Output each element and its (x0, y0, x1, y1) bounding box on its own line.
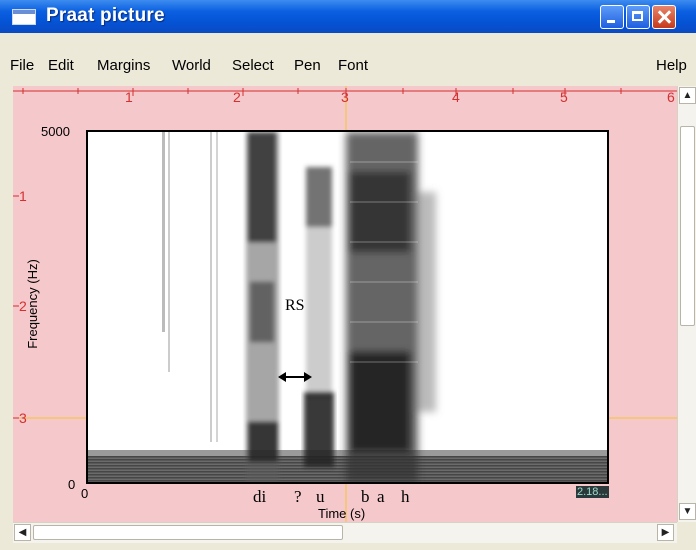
scroll-corner (677, 522, 696, 542)
title-bar: Praat picture (0, 0, 696, 33)
y-axis-top-label: 5000 (41, 124, 70, 139)
segment-u: u (316, 487, 325, 506)
y-axis-bottom-label: 0 (68, 477, 76, 492)
scroll-left-icon[interactable]: ◀ (14, 524, 31, 541)
minimize-button[interactable] (600, 5, 624, 29)
menu-select[interactable]: Select (232, 57, 274, 74)
segment-h: h (401, 487, 410, 506)
scroll-down-icon[interactable]: ▼ (679, 503, 696, 520)
ruler-left-3: 3 (19, 410, 27, 426)
segment-glottal-stop: ? (294, 487, 302, 506)
menu-edit[interactable]: Edit (48, 57, 74, 74)
menu-font[interactable]: Font (338, 57, 369, 74)
y-axis-title: Frequency (Hz) (25, 259, 40, 349)
ruler-top-4: 4 (452, 89, 460, 105)
vertical-scrollbar[interactable]: ▲ ▼ (677, 86, 696, 522)
x-axis-title: Time (s) (318, 506, 366, 521)
menu-file[interactable]: File (10, 57, 35, 74)
menu-margins[interactable]: Margins (97, 57, 151, 74)
menu-help[interactable]: Help (656, 57, 687, 74)
ruler-top-3: 3 (341, 89, 349, 105)
ruler-top-2: 2 (233, 89, 241, 105)
menu-world[interactable]: World (172, 57, 211, 74)
picture-canvas[interactable]: 1 2 3 4 5 6 1 2 3 5000 0 Frequency (Hz) (13, 86, 677, 522)
close-button[interactable] (652, 5, 676, 29)
segment-di: di (253, 487, 267, 506)
spectrogram-image (88, 132, 607, 482)
x-axis-right-label: 2.18... (576, 486, 609, 498)
ruler-top-5: 5 (560, 89, 568, 105)
segment-a: a (377, 487, 385, 506)
maximize-button[interactable] (626, 5, 650, 29)
x-axis-left-label: 0 (81, 486, 89, 501)
horizontal-scrollbar[interactable]: ◀ ▶ (13, 522, 677, 543)
horizontal-scroll-thumb[interactable] (33, 525, 343, 540)
vertical-scroll-thumb[interactable] (680, 126, 695, 326)
app-icon (12, 9, 36, 25)
scroll-right-icon[interactable]: ▶ (657, 524, 674, 541)
ruler-left-2: 2 (19, 298, 27, 314)
window-title: Praat picture (46, 5, 165, 26)
ruler-left-1: 1 (19, 188, 27, 204)
double-arrow-icon (278, 372, 312, 382)
ruler-top-1: 1 (125, 89, 133, 105)
annotation-rs: RS (285, 297, 305, 314)
menu-pen[interactable]: Pen (294, 57, 321, 74)
menu-bar: File Edit Margins World Select Pen Font … (0, 33, 696, 79)
ruler-top-6: 6 (667, 89, 675, 105)
segment-b: b (361, 487, 370, 506)
spectrogram-plot: RS (86, 130, 609, 484)
scroll-up-icon[interactable]: ▲ (679, 87, 696, 104)
